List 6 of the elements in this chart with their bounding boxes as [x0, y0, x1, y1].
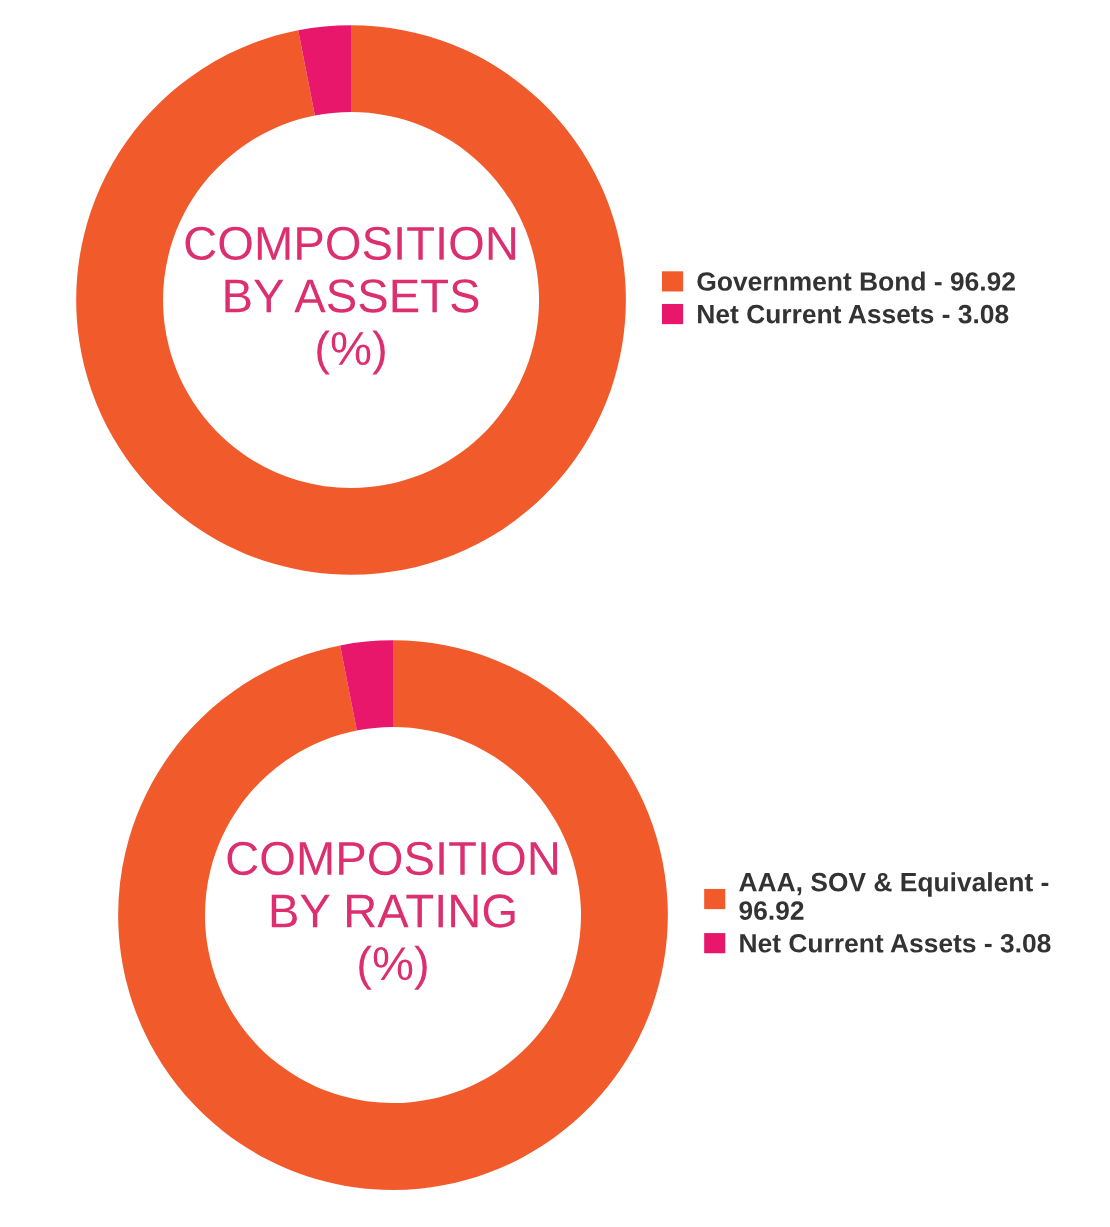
text: COMPOSITION BY ASSETS (%)	[185, 226, 516, 375]
text: COMPOSITION BY RATING (%)	[227, 841, 558, 990]
legend-label: AAA, SOV & Equivalent - 96.92	[739, 872, 1049, 920]
legend-label: Net Current Assets - 3.08	[698, 304, 1009, 324]
legend-label: Net Current Assets - 3.08	[740, 933, 1051, 953]
legend-label: Government Bond - 96.92	[697, 271, 1015, 291]
